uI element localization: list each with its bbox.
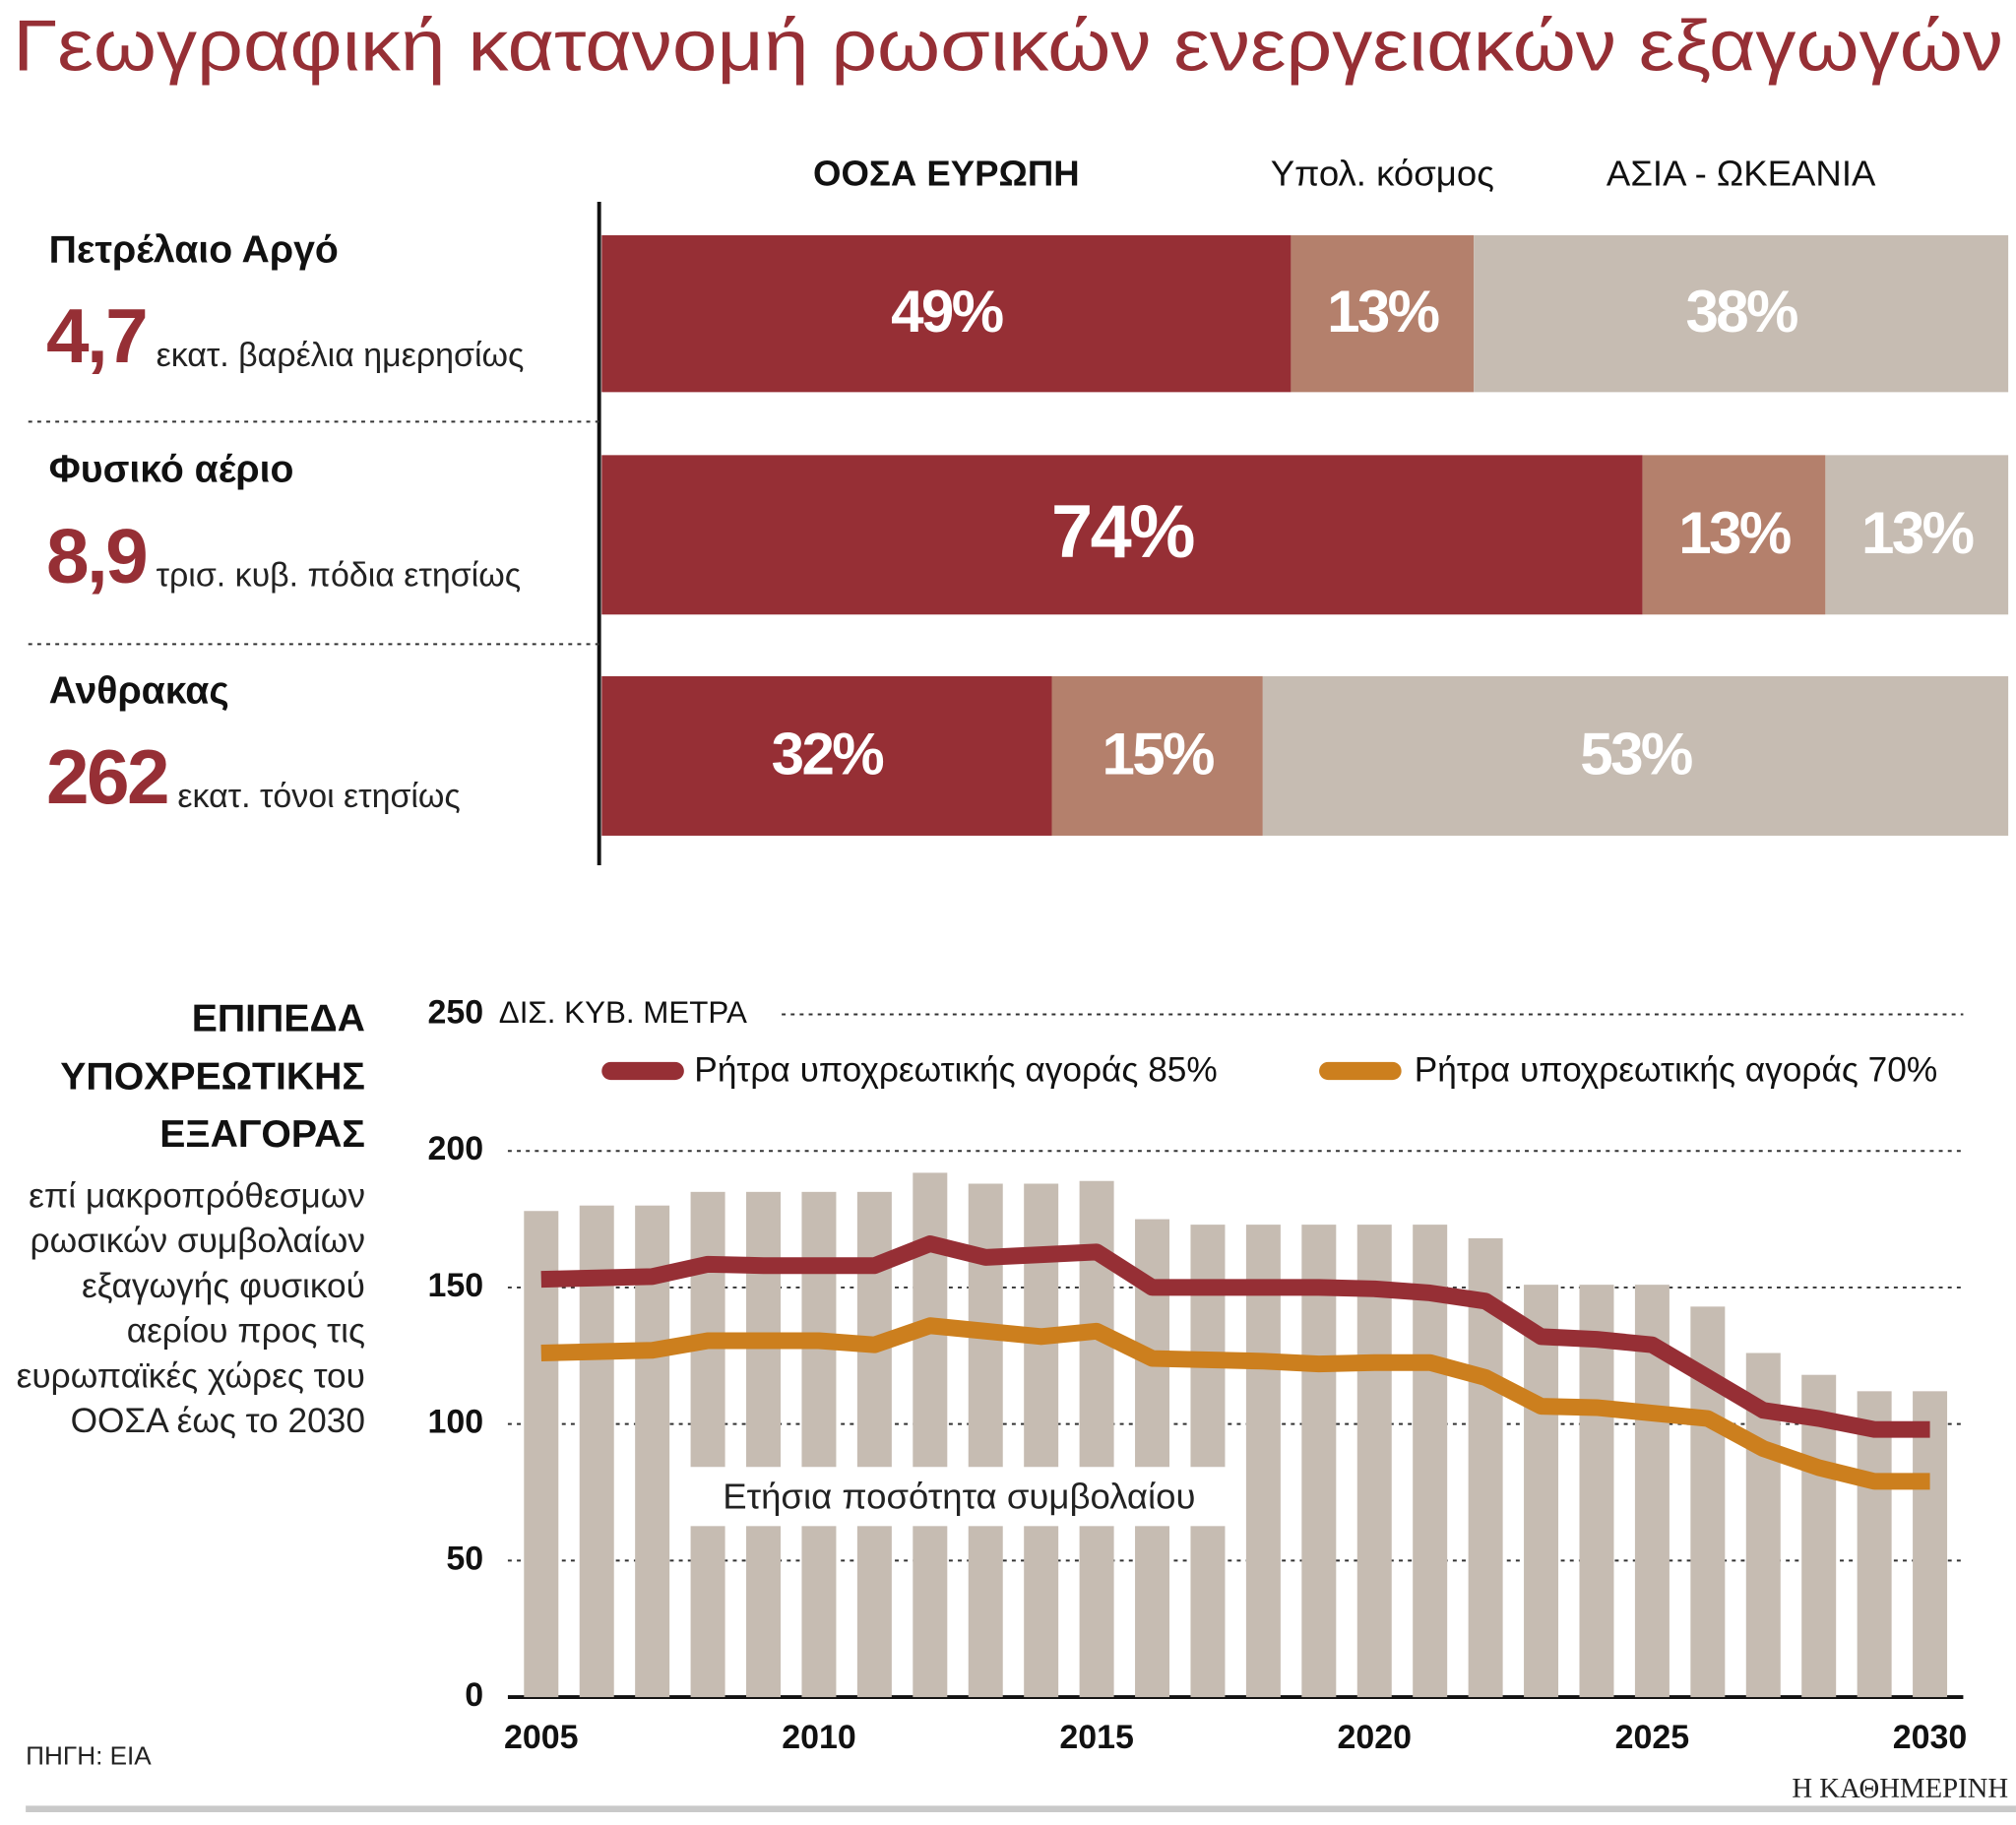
category-label: Ανθρακας: [49, 669, 229, 712]
legend-label: Ρήτρα υποχρεωτικής αγοράς 85%: [694, 1051, 1217, 1090]
y-tick-label: 50: [446, 1540, 483, 1577]
legend-label: Υπολ. κόσμος: [1271, 154, 1494, 194]
legend-label: Ρήτρα υποχρεωτικής αγοράς 70%: [1415, 1051, 1937, 1090]
unit-label: τρισ. κυβ. πόδια ετησίως: [157, 556, 521, 594]
text-block: ΕΠΙΠΕΔΑ ΥΠΟΧΡΕΩΤΙΚΗΣ ΕΞΑΓΟΡΑΣ επί μακροπ…: [0, 990, 365, 1444]
value-label: 53%: [1580, 721, 1692, 787]
category-label: Φυσικό αέριο: [49, 449, 294, 491]
bar-segment: [1262, 676, 2009, 836]
y-tick-label: 100: [427, 1404, 483, 1441]
bar: [1857, 1391, 1892, 1698]
category-label: Πετρέλαιο Αργό: [49, 228, 339, 271]
unit-label: εκατ. βαρέλια ημερησίως: [157, 337, 525, 374]
bar: [1245, 1225, 1281, 1698]
source: ΠΗΓΗ: ΕΙΑ: [26, 1740, 152, 1770]
bar: [801, 1191, 837, 1698]
value-label: 13%: [1327, 279, 1439, 345]
bar: [1190, 1225, 1226, 1698]
bar: [1356, 1225, 1392, 1698]
chart-subtitle: επί μακροπρόθεσμων ρωσικών συμβολαίων εξ…: [16, 1176, 365, 1440]
bar: [1301, 1225, 1337, 1698]
bar: [1413, 1225, 1448, 1698]
bar: [913, 1172, 948, 1698]
value-label: 74%: [1051, 490, 1194, 574]
bar: [968, 1183, 1003, 1698]
y-tick-label: 200: [427, 1130, 483, 1167]
x-tick-label: 2010: [782, 1719, 856, 1756]
text-block-inner: ΕΠΙΠΕΔΑ ΥΠΟΧΡΕΩΤΙΚΗΣ ΕΞΑΓΟΡΑΣ επί μακροπ…: [0, 990, 365, 1444]
amount-label: 262: [46, 733, 167, 820]
line: [540, 1317, 1930, 1490]
bar-segment: [1825, 455, 2009, 615]
legend-label: ΟΟΣΑ ΕΥΡΩΠΗ: [813, 154, 1080, 194]
bar-segment: [1291, 235, 1475, 393]
bar-segment: [1474, 235, 2009, 393]
bar-segment: [1642, 455, 1826, 615]
value-label: 13%: [1861, 500, 1974, 566]
bar: [524, 1211, 559, 1698]
bar-segment: [1051, 676, 1263, 836]
y-tick-label: 250: [427, 993, 483, 1031]
brand: Η ΚΑΘΗΜΕΡΙΝΗ: [1792, 1773, 2008, 1804]
bar: [1135, 1219, 1170, 1698]
main-title: Γεωγραφική κατανομή ρωσικών ενεργειακών …: [13, 7, 2003, 87]
x-tick-label: 2030: [1893, 1719, 1968, 1756]
bar-segment: [601, 235, 1292, 393]
bar-segment: [601, 455, 1643, 615]
bar: [690, 1191, 725, 1698]
x-tick-label: 2020: [1338, 1719, 1412, 1756]
bar: [856, 1191, 892, 1698]
unit-label: εκατ. τόνοι ετησίως: [177, 778, 460, 815]
amount-label: 4,7: [46, 292, 146, 379]
bar: [579, 1205, 614, 1698]
annotation-bg: [687, 1467, 1232, 1527]
bar: [746, 1191, 782, 1698]
value-label: 13%: [1678, 500, 1791, 566]
legend-label: ΑΣΙΑ - ΩΚΕΑΝΙΑ: [1606, 154, 1876, 194]
y-tick-label: 0: [465, 1676, 483, 1714]
value-label: 32%: [772, 721, 884, 787]
value-label: 38%: [1685, 279, 1797, 345]
bar: [1024, 1183, 1059, 1698]
y-axis-label: ΔΙΣ. ΚΥΒ. ΜΕΤΡΑ: [499, 995, 747, 1030]
x-tick-label: 2015: [1059, 1719, 1134, 1756]
x-tick-label: 2025: [1615, 1719, 1690, 1756]
x-tick-label: 2005: [504, 1719, 579, 1756]
bar-series-label: Ετήσια ποσότητα συμβολαίου: [723, 1477, 1195, 1517]
bar: [1913, 1391, 1948, 1698]
y-tick-label: 150: [427, 1267, 483, 1304]
line: [540, 1235, 1930, 1438]
chart-title: ΕΠΙΠΕΔΑ ΥΠΟΧΡΕΩΤΙΚΗΣ ΕΞΑΓΟΡΑΣ: [60, 997, 365, 1157]
amount-label: 8,9: [46, 512, 146, 598]
value-label: 15%: [1102, 721, 1214, 787]
bar: [1579, 1285, 1614, 1698]
bar-segment: [601, 676, 1052, 836]
value-label: 49%: [891, 279, 1003, 345]
bar: [1524, 1285, 1559, 1698]
bar: [635, 1205, 670, 1698]
